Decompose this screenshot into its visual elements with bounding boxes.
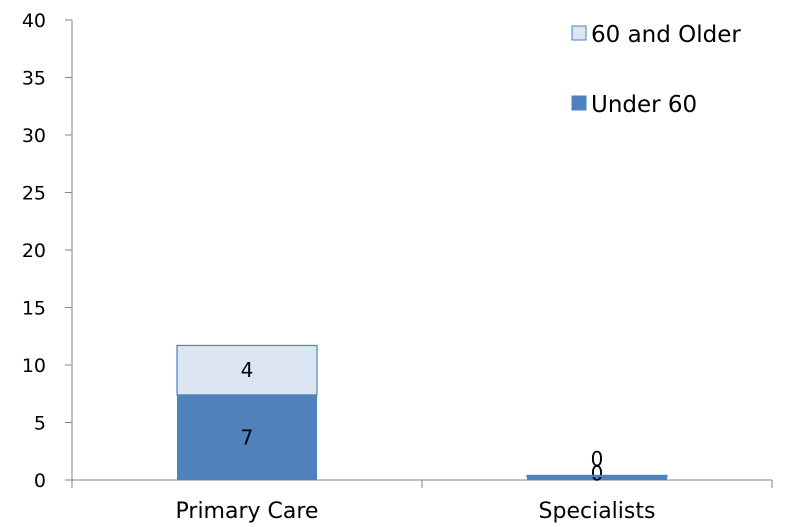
- data-label: 7: [241, 425, 254, 449]
- data-label: 0: [591, 447, 604, 471]
- bar-segment-60-and-older: [176, 344, 318, 396]
- legend-swatch: [571, 25, 587, 41]
- y-axis: 0 5 10 15 20 25 30 35 40: [22, 10, 73, 492]
- y-tick-label: 35: [22, 68, 46, 90]
- bar-segment-60-and-older: [526, 474, 668, 478]
- bar-segment-under-60: [177, 394, 317, 480]
- y-tick-label: 40: [22, 10, 46, 32]
- legend-swatch: [571, 95, 587, 111]
- data-label: 0: [591, 461, 604, 485]
- legend-label: Under 60: [591, 92, 697, 118]
- x-category-label: Primary Care: [176, 499, 319, 524]
- x-axis: Primary Care Specialists: [71, 479, 773, 524]
- data-label: 4: [241, 358, 254, 382]
- bar-segment-under-60: [527, 476, 667, 480]
- y-tick-label: 0: [34, 470, 46, 492]
- legend-label: 60 and Older: [591, 22, 741, 48]
- y-tick-label: 25: [22, 183, 46, 205]
- x-category-label: Specialists: [539, 499, 656, 524]
- y-tick-label: 20: [22, 240, 46, 262]
- y-tick-label: 10: [22, 355, 46, 377]
- y-tick-label: 15: [22, 298, 46, 320]
- legend: 60 and Older Under 60: [571, 22, 741, 118]
- y-tick-label: 5: [34, 413, 46, 435]
- bars: 7 4 00: [176, 344, 668, 485]
- y-tick-label: 30: [22, 125, 46, 147]
